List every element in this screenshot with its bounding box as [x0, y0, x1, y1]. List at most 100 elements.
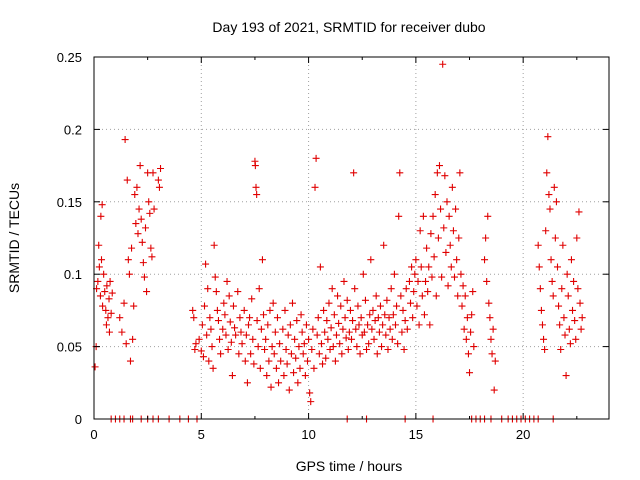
data-point — [125, 270, 133, 278]
data-point — [310, 364, 318, 372]
data-point — [405, 277, 413, 285]
data-point — [378, 343, 386, 351]
data-point — [395, 212, 403, 220]
data-point — [319, 360, 327, 368]
data-point — [335, 319, 343, 327]
data-point — [222, 331, 230, 339]
data-point — [577, 325, 585, 333]
data-point — [573, 234, 581, 242]
data-point — [357, 314, 365, 322]
data-point — [374, 314, 382, 322]
data-point — [424, 288, 432, 296]
data-point — [203, 331, 211, 339]
data-point — [279, 325, 287, 333]
data-point — [535, 263, 543, 271]
data-point — [105, 295, 113, 303]
data-point — [344, 345, 352, 353]
data-point — [460, 325, 468, 333]
data-point — [552, 198, 560, 206]
data-point — [116, 314, 124, 322]
data-point — [325, 299, 333, 307]
data-point — [370, 335, 378, 343]
data-point — [484, 212, 492, 220]
data-point — [242, 331, 250, 339]
data-point — [459, 282, 467, 290]
data-point — [135, 205, 143, 213]
data-point — [440, 224, 448, 232]
data-point — [150, 205, 158, 213]
data-point — [349, 317, 357, 325]
data-point — [292, 354, 300, 362]
data-point — [428, 273, 436, 281]
data-point — [317, 340, 325, 348]
data-point — [391, 321, 399, 329]
data-point — [256, 364, 264, 372]
data-point — [287, 350, 295, 358]
data-point — [549, 292, 557, 300]
data-point — [489, 325, 497, 333]
y-tick-label: 0.15 — [57, 195, 82, 210]
data-point — [452, 205, 460, 213]
data-point — [255, 285, 263, 293]
data-point — [122, 340, 130, 348]
data-point — [102, 321, 110, 329]
x-tick-label: 15 — [409, 427, 423, 442]
data-point — [415, 321, 423, 329]
data-point — [108, 289, 116, 297]
data-point — [350, 169, 358, 177]
data-point — [143, 288, 151, 296]
data-point — [361, 296, 369, 304]
data-point — [339, 325, 347, 333]
data-point — [149, 169, 157, 177]
data-point — [486, 314, 494, 322]
x-tick-label: 20 — [516, 427, 530, 442]
data-point — [412, 256, 420, 264]
data-point — [435, 162, 443, 170]
data-point — [228, 372, 236, 380]
data-point — [146, 209, 154, 217]
data-point — [491, 357, 499, 365]
data-point — [264, 321, 272, 329]
data-point — [155, 183, 163, 191]
data-point — [271, 328, 279, 336]
data-point — [396, 169, 404, 177]
data-point — [537, 306, 545, 314]
data-point — [372, 292, 380, 300]
x-axis-label: GPS time / hours — [296, 458, 403, 474]
data-point — [288, 299, 296, 307]
data-point — [481, 256, 489, 264]
data-point — [359, 270, 367, 278]
data-point — [397, 292, 405, 300]
data-point — [380, 241, 388, 249]
data-point — [130, 302, 138, 310]
data-point — [394, 340, 402, 348]
data-point — [190, 314, 198, 322]
data-point — [446, 241, 454, 249]
data-point — [353, 343, 361, 351]
data-point — [124, 256, 132, 264]
data-point — [275, 379, 283, 387]
data-point — [384, 345, 392, 353]
data-point — [456, 169, 464, 177]
data-point — [257, 325, 265, 333]
data-point — [262, 335, 270, 343]
data-point — [123, 176, 131, 184]
data-point — [291, 335, 299, 343]
data-point — [247, 350, 255, 358]
data-point — [246, 314, 254, 322]
data-point — [413, 302, 421, 310]
data-point — [419, 212, 427, 220]
data-point — [341, 314, 349, 322]
data-point — [321, 328, 329, 336]
data-point — [466, 369, 474, 377]
data-point — [485, 299, 493, 307]
data-point — [229, 302, 237, 310]
data-point — [212, 288, 220, 296]
data-point — [388, 335, 396, 343]
data-point — [546, 205, 554, 213]
y-tick-label: 0 — [75, 412, 82, 427]
data-point — [423, 244, 431, 252]
data-point — [126, 357, 134, 365]
data-point — [556, 321, 564, 329]
data-point — [457, 270, 465, 278]
